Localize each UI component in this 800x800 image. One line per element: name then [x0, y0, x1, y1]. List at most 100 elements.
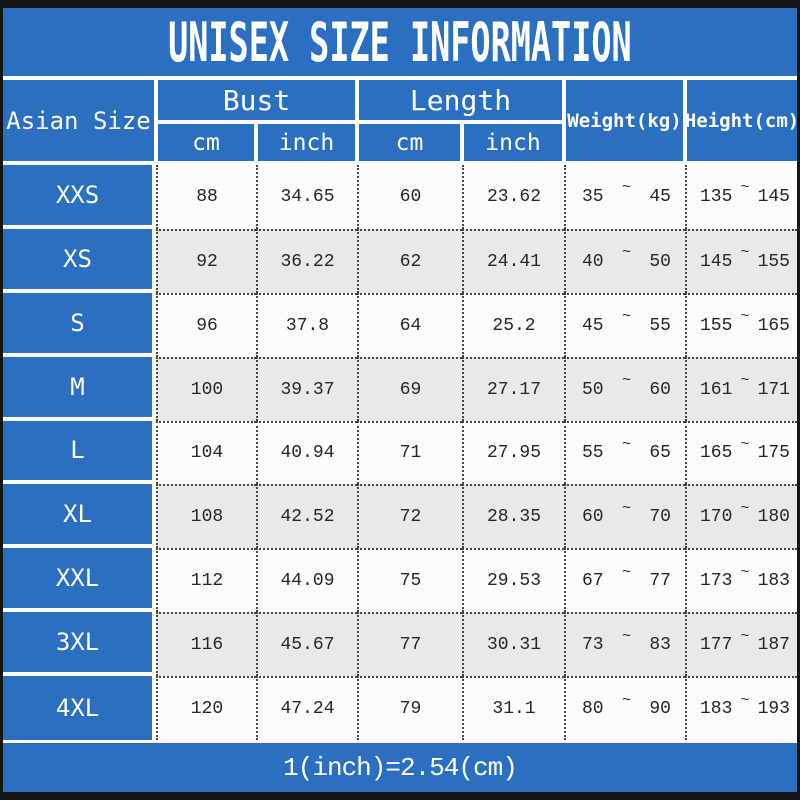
height-min: 145 — [700, 251, 733, 272]
title-band: UNISEX SIZE INFORMATION — [3, 8, 797, 76]
weight-cell: 50 ~60 — [564, 356, 685, 421]
length-cm-cell: 62 — [357, 228, 462, 293]
length-inch-cell: 27.17 — [462, 356, 564, 421]
tilde: ~ — [740, 691, 750, 709]
height-cell: 183 ~193 — [685, 676, 797, 740]
length-header: Length — [359, 80, 562, 120]
bust-cm-cell: 108 — [156, 484, 256, 549]
tilde: ~ — [740, 244, 750, 262]
bust-cm-cell: 104 — [156, 420, 256, 485]
length-inch-cell: 30.31 — [462, 612, 564, 677]
bust-inch-cell: 47.24 — [256, 676, 357, 740]
tilde: ~ — [621, 563, 631, 581]
weight-cell: 80 ~90 — [564, 676, 685, 740]
height-cell: 173 ~183 — [685, 548, 797, 613]
height-cell: 161 ~171 — [685, 356, 797, 421]
height-min: 177 — [700, 635, 733, 656]
weight-min: 55 — [582, 443, 604, 464]
height-cell: 135 ~145 — [685, 165, 797, 229]
weight-min: 45 — [582, 315, 604, 336]
weight-cell: 60 ~70 — [564, 484, 685, 549]
weight-min: 80 — [582, 699, 604, 720]
weight-min: 67 — [582, 571, 604, 592]
height-cell: 165 ~175 — [685, 420, 797, 485]
conversion-note-bar: 1(inch)=2.54(cm) — [3, 743, 797, 792]
weight-max: 77 — [649, 571, 671, 592]
page-title: UNISEX SIZE INFORMATION — [168, 10, 632, 74]
bust-cm-cell: 120 — [156, 676, 256, 740]
tilde: ~ — [621, 435, 631, 453]
tilde: ~ — [621, 179, 631, 197]
weight-cell: 55 ~65 — [564, 420, 685, 485]
length-cm-cell: 64 — [357, 292, 462, 357]
size-cell: 3XL — [3, 612, 156, 677]
height-header: Height(cm) — [685, 80, 797, 161]
bust-inch-cell: 45.67 — [256, 612, 357, 677]
bust-cm-cell: 92 — [156, 228, 256, 293]
length-cm-cell: 75 — [357, 548, 462, 613]
tilde: ~ — [740, 563, 750, 581]
height-min: 183 — [700, 699, 733, 720]
height-min: 135 — [700, 186, 733, 207]
height-max: 183 — [757, 571, 790, 592]
weight-header: Weight(kg) — [566, 80, 683, 161]
bust-inch-cell: 42.52 — [256, 484, 357, 549]
tilde: ~ — [740, 308, 750, 326]
weight-min: 60 — [582, 507, 604, 528]
size-cell: M — [3, 356, 156, 421]
bust-inch-cell: 36.22 — [256, 228, 357, 293]
tilde: ~ — [621, 627, 631, 645]
bust-inch-cell: 34.65 — [256, 165, 357, 229]
length-cm-cell: 71 — [357, 420, 462, 485]
tilde: ~ — [740, 499, 750, 517]
tilde: ~ — [740, 372, 750, 390]
tilde: ~ — [621, 308, 631, 326]
weight-max: 83 — [649, 635, 671, 656]
bust-cm-header: cm — [158, 124, 254, 161]
bust-inch-cell: 39.37 — [256, 356, 357, 421]
bust-inch-header: inch — [258, 124, 355, 161]
length-cm-header: cm — [359, 124, 460, 161]
bust-inch-cell: 44.09 — [256, 548, 357, 613]
weight-cell: 45 ~55 — [564, 292, 685, 357]
length-inch-cell: 23.62 — [462, 165, 564, 229]
tilde: ~ — [740, 627, 750, 645]
size-cell: S — [3, 292, 156, 357]
length-cm-cell: 77 — [357, 612, 462, 677]
height-max: 165 — [757, 315, 790, 336]
height-cell: 155 ~165 — [685, 292, 797, 357]
footer-band: 1(inch)=2.54(cm) — [3, 740, 797, 792]
height-min: 170 — [700, 507, 733, 528]
length-inch-cell: 31.1 — [462, 676, 564, 740]
length-cm-cell: 60 — [357, 165, 462, 229]
bust-inch-cell: 37.8 — [256, 292, 357, 357]
height-cell: 170 ~180 — [685, 484, 797, 549]
bottom-frame-bar — [3, 792, 797, 800]
weight-cell: 35 ~45 — [564, 165, 685, 229]
length-inch-cell: 24.41 — [462, 228, 564, 293]
height-max: 193 — [757, 699, 790, 720]
bust-cm-cell: 88 — [156, 165, 256, 229]
height-min: 155 — [700, 315, 733, 336]
bust-inch-cell: 40.94 — [256, 420, 357, 485]
weight-max: 90 — [649, 699, 671, 720]
size-cell: XS — [3, 228, 156, 293]
size-cell: XXS — [3, 165, 156, 229]
length-inch-cell: 27.95 — [462, 420, 564, 485]
size-cell: L — [3, 420, 156, 485]
bust-cm-cell: 112 — [156, 548, 256, 613]
height-cell: 177 ~187 — [685, 612, 797, 677]
height-min: 165 — [700, 443, 733, 464]
bust-cm-cell: 116 — [156, 612, 256, 677]
weight-min: 50 — [582, 379, 604, 400]
weight-max: 55 — [649, 315, 671, 336]
height-max: 175 — [757, 443, 790, 464]
weight-max: 60 — [649, 379, 671, 400]
top-frame-bar — [3, 0, 797, 8]
weight-min: 40 — [582, 251, 604, 272]
length-inch-cell: 28.35 — [462, 484, 564, 549]
length-inch-header: inch — [464, 124, 562, 161]
bust-cm-cell: 96 — [156, 292, 256, 357]
weight-max: 50 — [649, 251, 671, 272]
